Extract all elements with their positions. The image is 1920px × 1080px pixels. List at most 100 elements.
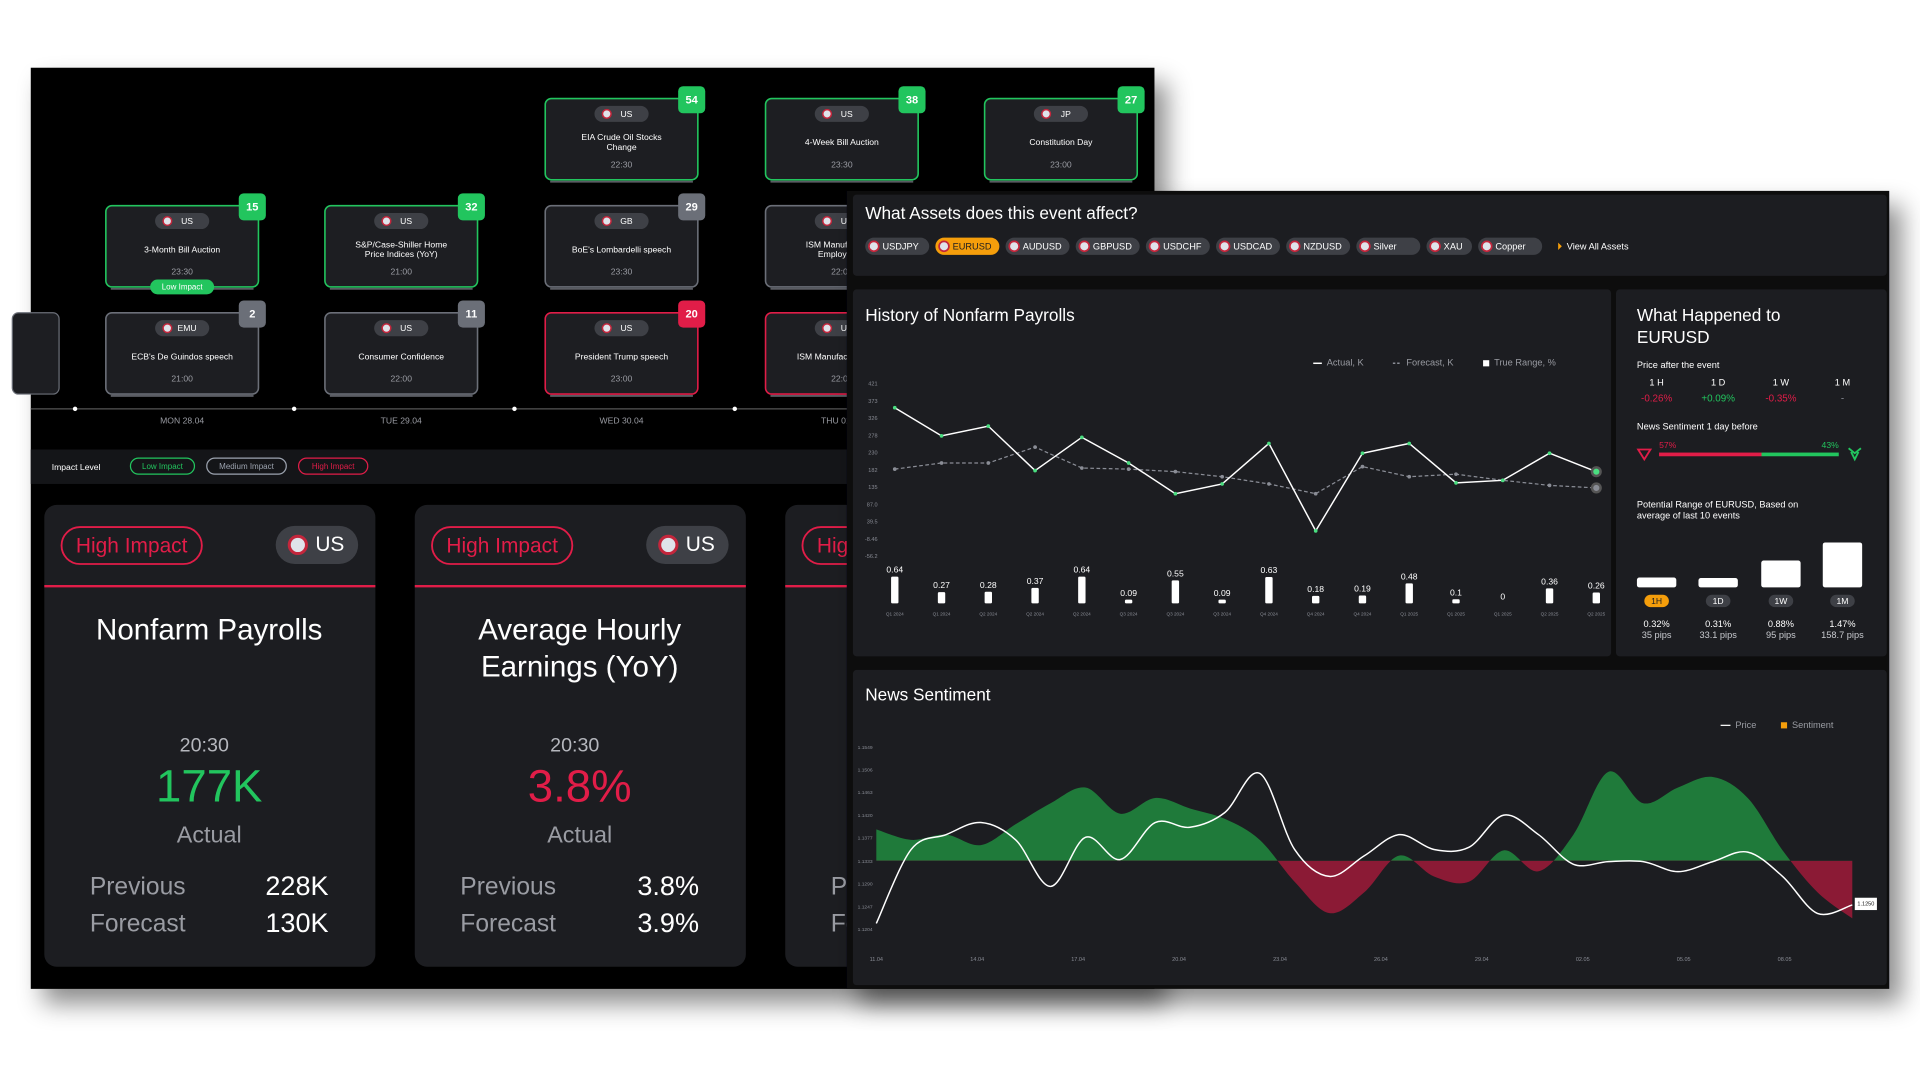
- event-card: US 3-Month Bill Auction 23:30 15 Low Impact: [105, 193, 266, 295]
- y-tick-label: 1.1290: [858, 882, 873, 888]
- x-tick-label: Q4 2024: [1354, 612, 1372, 617]
- event-title: President Trump speech: [575, 351, 669, 361]
- asset-pill[interactable]: AUDUSD: [1005, 237, 1070, 255]
- count-badge: [238, 193, 266, 221]
- x-tick-label: Q3 2024: [1213, 612, 1231, 617]
- day-label: THU 01.05: [821, 415, 863, 425]
- period-pill: [1830, 594, 1855, 608]
- row-value: 3.8%: [637, 870, 699, 901]
- country: US: [841, 109, 853, 119]
- legend-swatch: [1780, 722, 1788, 729]
- row-label: Forecast: [90, 910, 186, 937]
- flag: [162, 215, 173, 227]
- asset-pill[interactable]: Silver: [1356, 237, 1421, 255]
- x-tick-label: Q2 2024: [1073, 612, 1091, 617]
- actual-label: Actual: [547, 821, 612, 847]
- price-tag: [1854, 897, 1877, 911]
- price-change: -: [1841, 394, 1844, 405]
- asset-pill[interactable]: Copper: [1478, 237, 1543, 255]
- x-tick-label: 11.04: [870, 957, 883, 963]
- panel: [852, 194, 1887, 276]
- asset-pill[interactable]: USDCHF: [1145, 237, 1210, 255]
- range-bar: [1124, 599, 1133, 604]
- count: 11: [466, 309, 478, 321]
- asset-pill[interactable]: XAU: [1426, 237, 1472, 255]
- range-bar: [891, 576, 899, 604]
- period: 1 D: [1711, 377, 1726, 387]
- event-card: JP Constitution Day 23:00 27: [983, 86, 1145, 183]
- event-time: 22:30: [611, 159, 633, 169]
- country: US: [620, 323, 632, 333]
- period-pill: [1768, 594, 1794, 608]
- legend-pill: [129, 457, 196, 475]
- x-tick-label: 23.04: [1273, 957, 1287, 963]
- view-all-link[interactable]: View All Assets: [1567, 241, 1629, 251]
- card: [324, 311, 479, 395]
- bar-label: 0.26: [1588, 581, 1605, 591]
- day-label: MON 28.04: [160, 415, 204, 425]
- asset-pill[interactable]: USDJPY: [865, 237, 930, 255]
- asset-name: EURUSD: [953, 241, 992, 251]
- y-tick-label: 230: [868, 451, 877, 457]
- country: EMU: [178, 323, 197, 333]
- asset-pill[interactable]: EURUSD: [935, 237, 1000, 255]
- asset-pill-bg: [865, 237, 930, 255]
- legend-item: Actual, K: [1327, 358, 1365, 368]
- period-pill: [1644, 594, 1669, 608]
- bearish-bar: [1659, 452, 1762, 457]
- asset-pill[interactable]: USDCAD: [1216, 237, 1280, 255]
- event-card: US Consumer Confidence 22:00 11: [324, 300, 485, 397]
- time: 20:30: [180, 734, 229, 756]
- x-tick-label: 08.05: [1778, 957, 1792, 963]
- count: 54: [686, 94, 699, 106]
- analysis-window: What Assets does this event affect? USDJP…: [846, 190, 1890, 989]
- row-value: 130K: [265, 907, 328, 938]
- flag: [938, 240, 950, 253]
- asset-name: USDCAD: [1233, 241, 1272, 251]
- range-bar: [1312, 595, 1320, 604]
- flag: [381, 323, 392, 334]
- event-title: 4-Week Bill Auction: [805, 137, 879, 147]
- flag: [1429, 240, 1441, 253]
- timeline-dot: [291, 406, 297, 412]
- point: [1267, 441, 1271, 446]
- event-title: ISM Manufacturing: [806, 239, 878, 249]
- asset-pill[interactable]: GBPUSD: [1075, 237, 1140, 255]
- y-tick-label: 1.1204: [858, 927, 873, 933]
- count-badge: [1117, 86, 1145, 114]
- event-time: 22:00: [390, 374, 412, 384]
- actual-value: 177K: [156, 760, 262, 811]
- count-badge: [898, 86, 926, 114]
- label: Price after the event: [1637, 360, 1720, 370]
- range-bar: [1031, 587, 1039, 604]
- asset-pill[interactable]: NZDUSD: [1286, 237, 1351, 255]
- bar-label: 0.36: [1541, 576, 1558, 586]
- asset-name: Silver: [1374, 241, 1397, 251]
- point: [1360, 464, 1365, 469]
- count: 29: [686, 201, 698, 213]
- bar-label: 0.64: [886, 565, 903, 575]
- asset-name: NZDUSD: [1303, 241, 1342, 251]
- flag: [1148, 240, 1161, 253]
- y-tick-label: 182: [868, 468, 877, 474]
- range-pips: 35 pips: [1642, 630, 1672, 640]
- event-detail-card: High Impact US Nonfarm Payrolls 20:30 177K Ac…: [44, 504, 376, 967]
- country: GB: [620, 216, 633, 226]
- flag: [381, 215, 392, 227]
- asset-pill-bg: [1145, 237, 1210, 255]
- y-tick-label: 421: [868, 382, 877, 388]
- panel: [852, 669, 1887, 986]
- legend-item: Medium Impact: [219, 462, 274, 471]
- range-pips: 33.1 pips: [1699, 630, 1737, 640]
- range-bar: [1265, 577, 1273, 604]
- row-label: Previous: [90, 873, 186, 900]
- card: [544, 204, 699, 288]
- x-tick-label: 29.04: [1475, 957, 1489, 963]
- point: [1590, 466, 1602, 478]
- point: [1454, 481, 1458, 485]
- impact-tag-text: Low Impact: [162, 283, 204, 292]
- point: [1220, 474, 1224, 479]
- point: [1080, 466, 1084, 470]
